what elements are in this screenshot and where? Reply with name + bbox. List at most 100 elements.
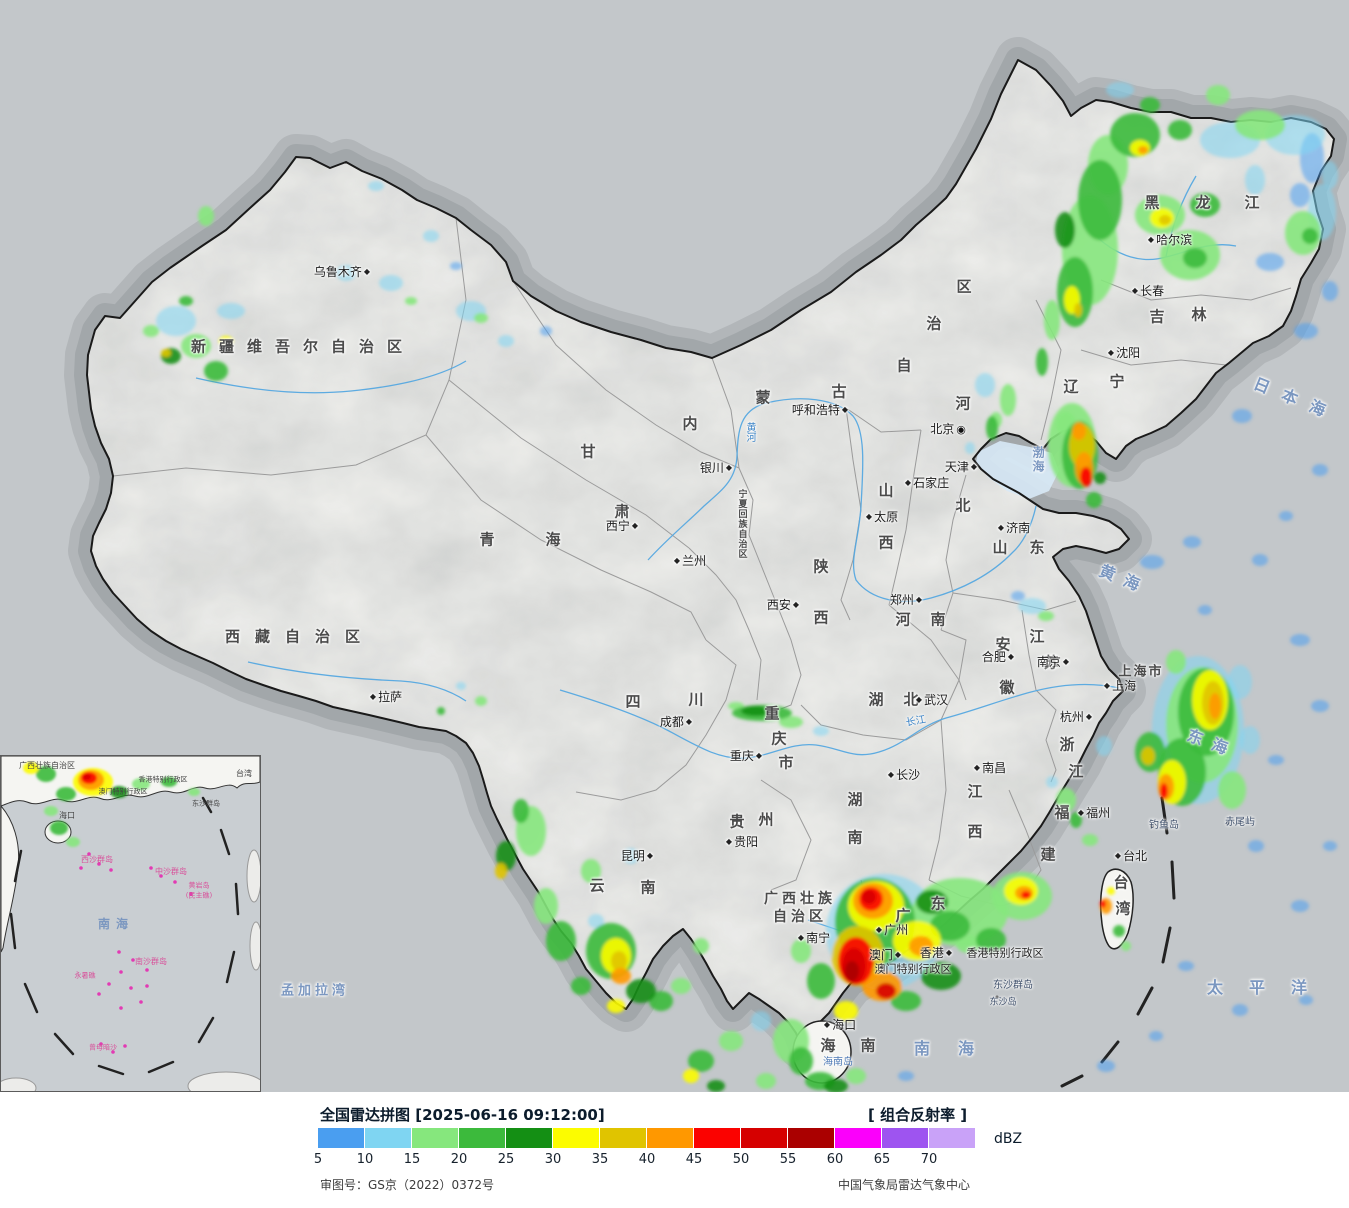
legend-value-65: 65 xyxy=(873,1152,891,1167)
chiwei-islet-dot xyxy=(1226,821,1230,825)
island-dot xyxy=(111,1050,115,1054)
radar-echo-50dbz xyxy=(876,983,896,999)
radar-echo-5dbz xyxy=(1294,323,1318,339)
radar-echo-5dbz xyxy=(1256,253,1284,271)
radar-echo-5dbz xyxy=(1291,900,1309,912)
radar-echo-15dbz xyxy=(1038,611,1054,621)
inset-sea xyxy=(1,756,260,1091)
radar-echo-10dbz xyxy=(1322,161,1338,189)
radar-echo-50dbz xyxy=(83,774,91,780)
radar-echo-5dbz xyxy=(1299,995,1313,1005)
radar-echo-30dbz xyxy=(219,336,233,346)
legend-swatch-20 xyxy=(459,1128,505,1148)
radar-echo-5dbz xyxy=(1290,183,1310,207)
radar-echo-5dbz xyxy=(1198,605,1212,615)
radar-echo-15dbz xyxy=(956,935,980,953)
island-dot xyxy=(119,1006,123,1010)
island-dot xyxy=(123,1044,127,1048)
island-dot xyxy=(145,968,149,972)
radar-echo-15dbz xyxy=(66,837,80,847)
radar-echo-15dbz xyxy=(474,313,488,323)
radar-echo-20dbz xyxy=(179,296,193,306)
inset-nine-dash-line xyxy=(9,796,240,1076)
radar-echo-5dbz xyxy=(1252,554,1268,566)
radar-echo-10dbz xyxy=(588,914,604,928)
legend-panel: 全国雷达拼图 [2025-06-16 09:12:00] [ 组合反射率 ] d… xyxy=(0,1092,1349,1208)
radar-echo-50dbz xyxy=(862,890,876,904)
bohai-sea xyxy=(976,441,1059,499)
radar-echo-40dbz xyxy=(1138,146,1148,154)
island-dot xyxy=(107,982,111,986)
radar-echo-5dbz xyxy=(1279,511,1293,521)
legend-value-5: 5 xyxy=(313,1152,323,1167)
radar-echo-30dbz xyxy=(834,1001,858,1021)
map-approval-number: 审图号：GS京（2022）0372号 xyxy=(320,1178,494,1192)
legend-swatch-70 xyxy=(929,1128,975,1148)
island-dot xyxy=(117,950,121,954)
radar-echo-35dbz xyxy=(495,863,507,879)
radar-echo-20dbz xyxy=(976,928,1006,952)
radar-echo-20dbz xyxy=(688,1050,714,1072)
radar-echo-10dbz xyxy=(975,373,995,397)
radar-echo-15dbz xyxy=(1218,771,1246,809)
island-dot xyxy=(139,1000,143,1004)
radar-echo-20dbz xyxy=(1190,193,1220,217)
radar-echo-40dbz xyxy=(1072,422,1086,440)
radar-echo-20dbz xyxy=(1078,160,1122,240)
radar-echo-45dbz xyxy=(1080,467,1092,487)
radar-echo-10dbz xyxy=(336,265,356,281)
color-scale xyxy=(318,1128,976,1148)
radar-echo-20dbz xyxy=(930,911,970,941)
radar-echo-30dbz xyxy=(23,762,39,774)
radar-echo-15dbz xyxy=(581,859,601,883)
island-dot xyxy=(119,970,123,974)
radar-echo-15dbz xyxy=(198,206,214,226)
island-dot xyxy=(159,874,163,878)
radar-echo-45dbz xyxy=(1160,783,1168,799)
radar-echo-20dbz xyxy=(1140,97,1160,113)
legend-swatch-5 xyxy=(318,1128,364,1148)
legend-swatch-60 xyxy=(835,1128,881,1148)
radar-echo-20dbz xyxy=(1168,120,1192,140)
south-china-sea-inset: 广西壮族自治区 香港特别行政区 澳门特别行政区 台湾 东沙群岛 海口 西沙群岛 中沙群岛 黄岩岛… xyxy=(0,755,261,1092)
island-dot xyxy=(189,892,193,896)
radar-echo-15dbz xyxy=(846,1068,866,1084)
radar-echo-15dbz xyxy=(1235,110,1285,140)
inset-radar-echo-layer xyxy=(23,762,200,847)
island-dot xyxy=(173,880,177,884)
radar-echo-5dbz xyxy=(1140,555,1164,569)
radar-echo-10dbz xyxy=(456,682,466,690)
legend-value-20: 20 xyxy=(450,1152,468,1167)
legend-value-15: 15 xyxy=(403,1152,421,1167)
inset-philippines xyxy=(249,921,260,971)
legend-swatch-40 xyxy=(647,1128,693,1148)
radar-echo-5dbz xyxy=(1232,1004,1248,1016)
radar-echo-15dbz xyxy=(1044,300,1060,340)
color-scale-values: 5 10 15 20 25 30 35 40 45 50 55 60 65 70 xyxy=(314,1152,998,1168)
map-title: 全国雷达拼图 [2025-06-16 09:12:00] xyxy=(320,1106,605,1124)
radar-echo-30dbz xyxy=(683,1069,699,1083)
radar-echo-15dbz xyxy=(1000,384,1016,416)
legend-value-35: 35 xyxy=(591,1152,609,1167)
radar-echo-5dbz xyxy=(898,1071,914,1081)
legend-value-55: 55 xyxy=(779,1152,797,1167)
radar-echo-5dbz xyxy=(1011,591,1025,601)
island-dot xyxy=(109,868,113,872)
radar-echo-15dbz xyxy=(693,938,709,954)
legend-swatch-15 xyxy=(412,1128,458,1148)
inset-canvas xyxy=(1,756,260,1091)
radar-echo-25dbz xyxy=(1055,212,1075,248)
island-dot xyxy=(145,984,149,988)
radar-echo-25dbz xyxy=(824,1079,848,1092)
radar-echo-20dbz xyxy=(1113,925,1125,937)
radar-echo-5dbz xyxy=(1178,961,1194,971)
radar-echo-20dbz xyxy=(36,766,56,782)
inset-malay xyxy=(1,1077,37,1091)
radar-echo-5dbz xyxy=(1248,840,1264,852)
radar-echo-20dbz xyxy=(546,921,576,961)
radar-echo-10dbz xyxy=(1046,776,1058,788)
radar-echo-15dbz xyxy=(475,696,487,706)
issuing-agency: 中国气象局雷达气象中心 xyxy=(838,1178,971,1192)
radar-echo-35dbz xyxy=(1074,303,1082,317)
radar-echo-10dbz xyxy=(965,442,975,454)
